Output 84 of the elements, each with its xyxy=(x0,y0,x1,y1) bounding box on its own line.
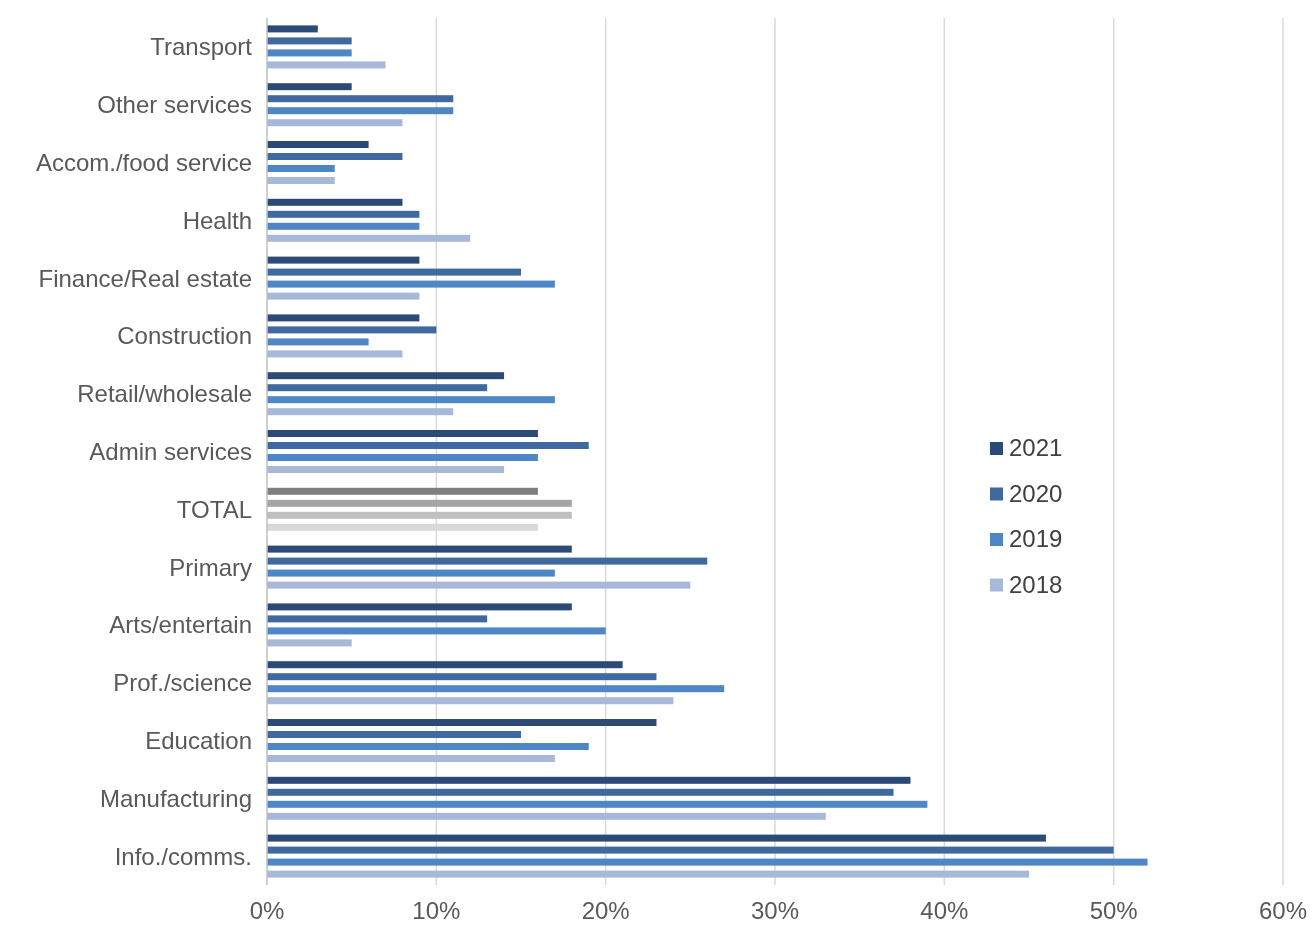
bar xyxy=(267,25,318,33)
x-tick-label: 0% xyxy=(249,897,285,924)
bar xyxy=(267,338,369,346)
bar xyxy=(267,396,555,404)
y-tick-label: Arts/entertain xyxy=(109,611,252,639)
y-tick-label: Transport xyxy=(150,33,253,61)
bar xyxy=(267,603,572,611)
bar xyxy=(267,256,420,264)
y-tick-label: Info./comms. xyxy=(114,842,252,870)
bar xyxy=(267,685,725,693)
legend-label: 2018 xyxy=(1009,570,1063,598)
bar xyxy=(267,719,657,726)
legend-label: 2021 xyxy=(1009,434,1063,462)
y-tick-label: Other services xyxy=(97,91,252,119)
y-tick-label: Admin services xyxy=(89,437,252,465)
y-tick-label: Accom./food service xyxy=(35,148,252,176)
bar xyxy=(267,834,1046,842)
bar xyxy=(267,743,589,750)
bar xyxy=(267,545,572,553)
bar xyxy=(267,83,352,91)
y-tick-label: Construction xyxy=(117,322,252,350)
bar xyxy=(267,731,521,738)
bar xyxy=(267,846,1114,854)
bar xyxy=(267,870,1029,878)
bar xyxy=(267,61,386,69)
y-tick-label: Education xyxy=(145,726,252,754)
bar xyxy=(267,442,589,449)
bar xyxy=(267,95,454,103)
bar xyxy=(267,454,538,461)
x-tick-label: 20% xyxy=(581,897,630,924)
bar xyxy=(267,119,403,127)
bar xyxy=(267,384,488,392)
bar xyxy=(267,466,505,473)
x-tick-label: 50% xyxy=(1089,897,1138,924)
x-tick-label: 10% xyxy=(412,897,461,924)
bar xyxy=(267,627,606,635)
y-tick-label: Manufacturing xyxy=(99,784,252,812)
bar xyxy=(267,661,623,669)
bar xyxy=(267,430,538,437)
y-tick-label: Finance/Real estate xyxy=(38,264,252,292)
bar xyxy=(267,499,572,507)
bar xyxy=(267,800,928,808)
bar xyxy=(267,372,505,380)
bar xyxy=(267,776,911,784)
bar xyxy=(267,557,708,565)
bar xyxy=(267,210,420,218)
x-tick-label: 30% xyxy=(750,897,800,924)
bar xyxy=(267,581,691,589)
bar xyxy=(267,141,369,148)
bar xyxy=(267,615,488,623)
bar xyxy=(267,487,538,495)
bar xyxy=(267,326,437,334)
bar xyxy=(267,639,352,647)
x-tick-label: 60% xyxy=(1258,897,1308,924)
bar xyxy=(267,673,657,681)
bar xyxy=(267,153,403,160)
y-tick-label: TOTAL xyxy=(176,495,252,523)
bar xyxy=(267,268,521,276)
bar xyxy=(267,697,674,705)
bar xyxy=(267,812,826,820)
bar xyxy=(267,314,420,322)
y-tick-label: Retail/wholesale xyxy=(77,380,252,408)
legend-label: 2019 xyxy=(1009,525,1063,553)
x-tick-label: 40% xyxy=(920,897,969,924)
bar xyxy=(267,198,403,206)
bar xyxy=(267,37,352,45)
bar xyxy=(267,222,420,230)
bar xyxy=(267,49,352,57)
bar xyxy=(267,234,471,242)
bar xyxy=(267,177,335,184)
bar xyxy=(267,107,454,115)
bar xyxy=(267,755,555,762)
bar xyxy=(267,292,420,300)
y-tick-label: Primary xyxy=(169,553,252,581)
y-tick-label: Health xyxy=(182,206,252,234)
bar xyxy=(267,350,403,358)
bar xyxy=(267,280,555,288)
bar xyxy=(267,569,555,577)
y-tick-label: Prof./science xyxy=(113,669,252,697)
bar xyxy=(267,408,454,416)
bar xyxy=(267,858,1148,866)
bar xyxy=(267,165,335,172)
legend-label: 2020 xyxy=(1009,479,1063,507)
bar xyxy=(267,788,894,796)
